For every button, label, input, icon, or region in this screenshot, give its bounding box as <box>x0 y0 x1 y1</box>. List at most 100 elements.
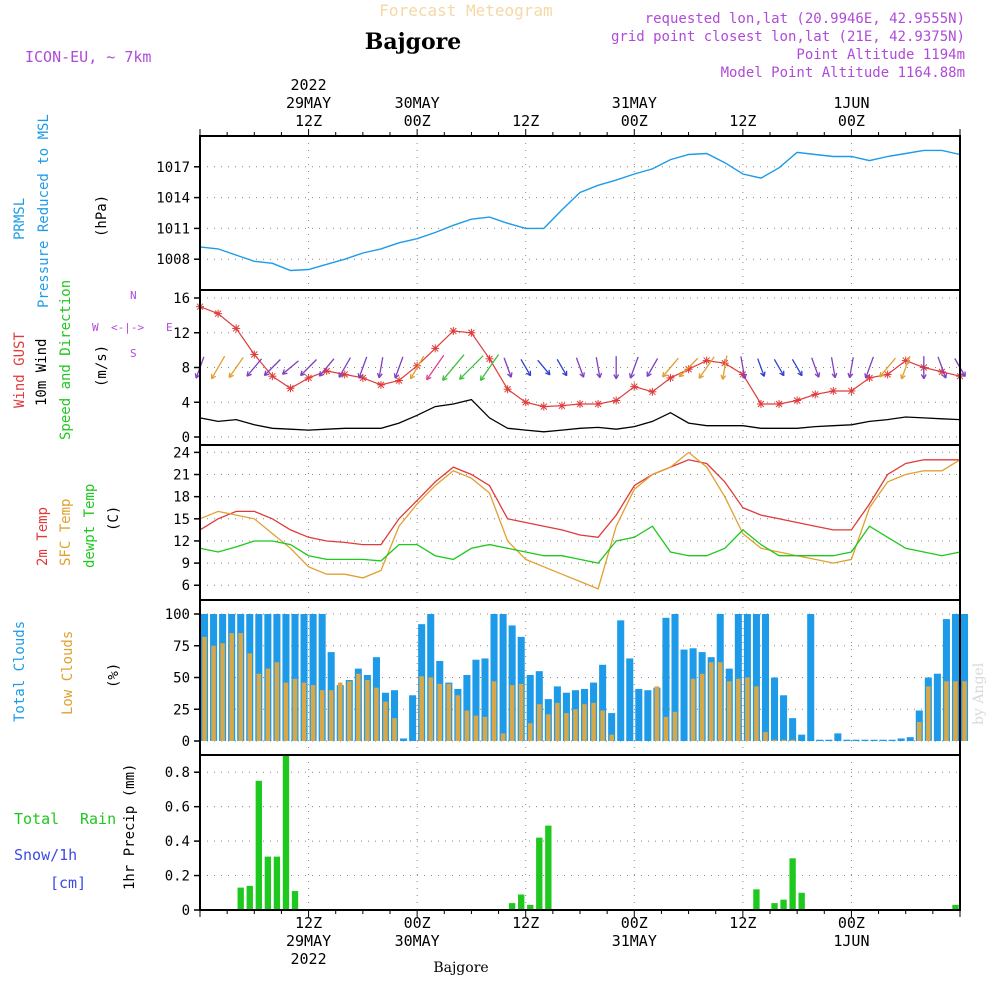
chart-title: Forecast Meteogram <box>379 1 552 20</box>
wind-arrow <box>900 355 911 380</box>
gust-marker <box>883 370 892 379</box>
wind-arrow <box>376 357 384 379</box>
gust-marker <box>503 385 512 394</box>
dewpt-label: dewpt Temp <box>82 484 98 568</box>
precip-bar <box>282 755 290 910</box>
precip-bar <box>789 858 796 910</box>
precip-bar <box>536 837 543 910</box>
wind-arrow <box>864 356 874 379</box>
requested-location: requested lon,lat (20.9946E, 42.9555N) <box>645 11 965 27</box>
compass-w: W <box>92 321 99 334</box>
low-cloud-bar <box>509 685 515 741</box>
low-cloud-bar <box>455 695 461 741</box>
model-name: ICON-EU, ~ 7km <box>25 48 151 66</box>
gust-marker <box>576 399 584 408</box>
total-clouds-label: Total Clouds <box>12 621 28 722</box>
gust-marker <box>340 370 349 379</box>
wind-arrow <box>281 360 299 375</box>
precip-bar <box>255 780 262 910</box>
wind-arrow <box>661 357 679 378</box>
ytick-label: 12 <box>173 326 190 342</box>
ytick-label: 25 <box>173 702 190 718</box>
low-cloud-bar <box>229 633 234 741</box>
temp-panel-labels: 2m Temp SFC Temp dewpt Temp (C) <box>35 484 122 568</box>
pressure-label-2: Pressure Reduced to MSL <box>36 114 52 308</box>
low-cloud-bar <box>518 683 524 741</box>
precip-total-label: Total <box>14 810 59 828</box>
low-cloud-bar <box>247 653 253 741</box>
gust-marker <box>594 399 603 408</box>
wind-arrow <box>613 356 620 380</box>
gust-marker <box>467 328 476 337</box>
panel-temperature: 6 9 12 15 18 21 24 <box>173 445 961 600</box>
low-cloud-bar <box>527 723 533 741</box>
panels: 1008101110141017048121669121518212402550… <box>156 135 969 919</box>
total-cloud-bar <box>879 739 887 741</box>
wind-arrow <box>318 358 335 377</box>
wind-arrow <box>210 355 226 380</box>
low-cloud-bar <box>962 681 967 741</box>
gust-marker <box>847 386 856 395</box>
gust-marker <box>232 324 241 333</box>
bottom-time-label: 2022 <box>291 950 327 968</box>
clouds-unit: (%) <box>106 663 122 688</box>
precip-bar <box>273 856 281 910</box>
total-cloud-bar <box>906 737 914 741</box>
total-cloud-bar <box>861 739 869 741</box>
wind-arrow <box>479 354 500 382</box>
total-cloud-bar <box>599 664 607 741</box>
total-cloud-bar <box>282 614 290 741</box>
low-cloud-bar <box>392 718 397 741</box>
panel-clouds: 0 25 50 75 100 <box>165 600 969 755</box>
bottom-time-label: 30MAY <box>395 932 440 950</box>
low-cloud-bar <box>301 682 307 741</box>
wind-arrow <box>740 356 748 380</box>
pressure-unit: (hPa) <box>94 195 110 237</box>
total-cloud-bar <box>526 674 534 741</box>
temp-unit: (C) <box>106 506 122 531</box>
total-cloud-bar <box>761 614 770 741</box>
total-cloud-bar <box>635 688 643 741</box>
wind-arrow <box>263 359 281 377</box>
ytick-label: 8 <box>182 361 190 377</box>
precip-bar <box>237 887 244 910</box>
total-cloud-bar <box>888 739 896 741</box>
gust-marker <box>557 401 566 410</box>
total-cloud-bar <box>490 614 498 741</box>
wind-arrow <box>678 357 699 378</box>
wind-arrow <box>791 358 803 377</box>
model-point-altitude: Model Point Altitude 1164.88m <box>721 65 965 81</box>
speed-dir-label: Speed and Direction <box>58 280 74 440</box>
top-time-label: 31MAY <box>612 94 657 112</box>
ytick-label: 50 <box>173 671 190 687</box>
wind-arrow <box>537 359 551 376</box>
gust-marker <box>775 399 784 408</box>
low-cloud-bar <box>256 673 262 741</box>
low-cloud-bar <box>292 678 298 741</box>
low-cloud-bar <box>374 687 379 741</box>
precip-bar <box>753 889 760 910</box>
wind-arrow <box>629 356 639 379</box>
ytick-label: 15 <box>173 512 190 528</box>
total-cloud-bar <box>852 739 860 741</box>
total-cloud-bar <box>798 734 806 741</box>
wind-arrow <box>357 356 368 379</box>
low-cloud-bar <box>727 681 732 741</box>
gust-marker <box>413 361 422 370</box>
gust-marker <box>630 382 639 391</box>
gust-marker <box>539 402 548 411</box>
low-cloud-bar <box>573 709 578 741</box>
ytick-label: 12 <box>173 534 190 550</box>
wind-arrow <box>338 357 351 378</box>
total-cloud-bar <box>608 713 616 741</box>
pressure-label-1: PRMSL <box>12 198 28 240</box>
ytick-label: 0.2 <box>165 869 190 885</box>
low-cloud-bar <box>609 734 614 741</box>
total-cloud-bar <box>825 739 833 741</box>
gust-marker <box>793 396 802 405</box>
total-cloud-bar <box>870 739 878 741</box>
bottom-time-label: 12Z <box>295 914 322 932</box>
gust-marker <box>395 376 404 385</box>
panel-frame <box>199 135 961 291</box>
precip-bar <box>246 885 253 910</box>
